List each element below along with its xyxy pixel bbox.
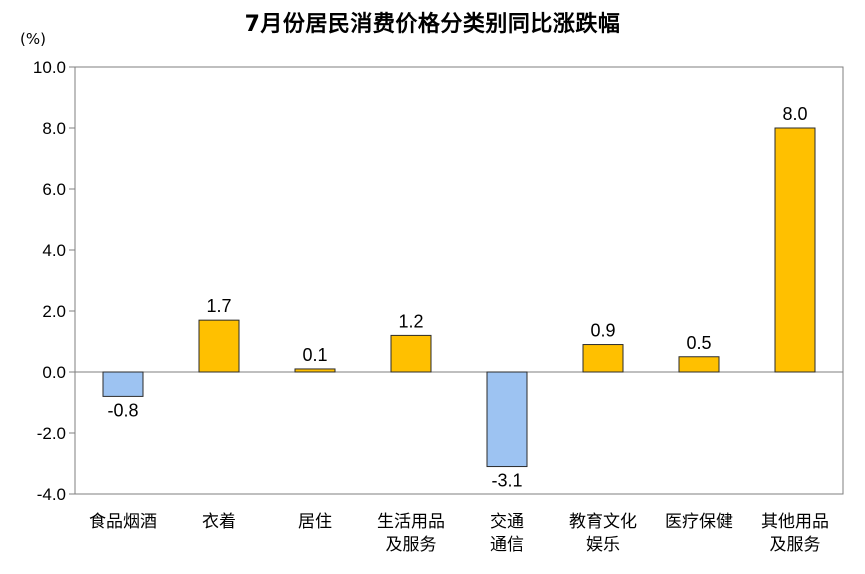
x-category-label: 通信 [490,535,524,555]
x-category-label: 娱乐 [586,535,620,555]
y-tick-label: 10.0 [33,58,66,77]
x-category-label: 教育文化 [569,512,637,532]
bar [486,371,528,468]
x-category-label: 及服务 [386,535,437,555]
bar [294,368,336,373]
data-label: 8.0 [782,104,807,124]
data-label: 0.9 [590,321,615,341]
bar [774,127,816,373]
x-category-label: 衣着 [202,512,236,532]
y-tick-label: 2.0 [42,302,66,321]
plot-area-border [74,66,844,495]
data-label: -3.1 [491,471,522,491]
data-label: 1.2 [398,311,423,331]
y-tick-label: 4.0 [42,241,66,260]
bar [390,334,432,373]
x-category-label: 生活用品 [377,512,445,532]
data-label: 0.5 [686,333,711,353]
x-category-label: 居住 [298,512,332,532]
bar [678,356,720,373]
chart-title: 7月份居民消费价格分类别同比涨跌幅 [244,12,621,37]
bar [198,319,240,373]
x-category-label: 交通 [490,512,524,532]
bar [582,344,624,373]
y-tick-label: -2.0 [37,424,66,443]
data-label: 0.1 [302,345,327,365]
x-category-label: 医疗保健 [665,512,733,532]
data-label: -0.8 [107,400,138,420]
y-tick-label: 6.0 [42,180,66,199]
x-category-label: 食品烟酒 [89,512,157,532]
x-category-label: 其他用品 [761,512,829,532]
y-axis-unit: (%) [20,30,46,48]
data-label: 1.7 [206,296,231,316]
x-category-label: 及服务 [770,535,821,555]
bar [102,371,144,397]
y-tick-label: 8.0 [42,119,66,138]
y-tick-label: 0.0 [42,363,66,382]
y-tick-label: -4.0 [37,485,66,504]
